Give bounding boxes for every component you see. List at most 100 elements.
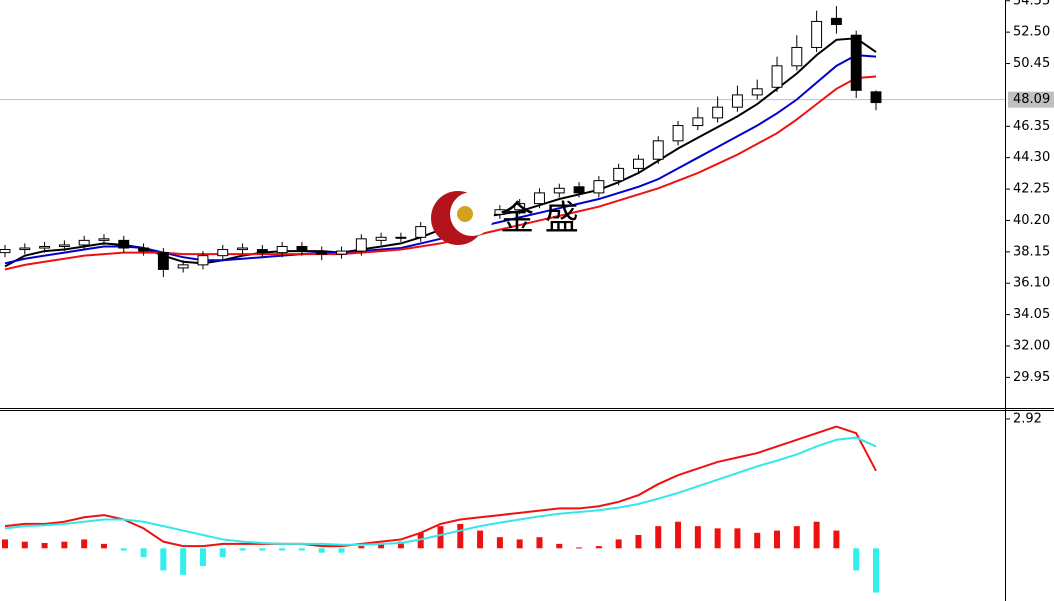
histogram-bar bbox=[21, 541, 28, 549]
histogram-bar bbox=[318, 548, 325, 553]
histogram-bar bbox=[219, 548, 226, 558]
y-tick-label: 29.95 bbox=[1013, 370, 1050, 385]
candle-body bbox=[534, 192, 545, 205]
indicator-line bbox=[4, 75, 877, 271]
candle-body bbox=[712, 106, 724, 119]
histogram-bar bbox=[41, 542, 48, 549]
y-tick-label: 36.10 bbox=[1013, 276, 1050, 291]
y-tick-label: 46.35 bbox=[1013, 119, 1050, 134]
candle-body bbox=[672, 125, 684, 142]
indicator-line bbox=[4, 54, 877, 265]
histogram-bar bbox=[615, 539, 622, 549]
candle-body bbox=[593, 180, 605, 194]
candle-body bbox=[237, 247, 248, 251]
histogram-bar bbox=[160, 548, 167, 571]
candle-body bbox=[494, 209, 506, 215]
watermark-logo bbox=[431, 191, 494, 245]
candle-body bbox=[157, 252, 169, 270]
histogram-bar bbox=[81, 539, 88, 549]
candle-body bbox=[316, 250, 328, 255]
histogram-bar bbox=[694, 526, 701, 549]
candle-body bbox=[652, 140, 664, 160]
histogram-bar bbox=[417, 532, 424, 549]
candle-body bbox=[58, 244, 70, 247]
histogram-bar bbox=[714, 528, 721, 549]
candle-body bbox=[197, 255, 209, 266]
histogram-bar bbox=[496, 537, 503, 549]
last-price-label: 48.09 bbox=[1013, 92, 1050, 107]
last-price-box bbox=[1008, 91, 1054, 108]
histogram-bar bbox=[199, 548, 206, 567]
histogram-bar bbox=[734, 528, 741, 549]
histogram-bar bbox=[873, 548, 879, 593]
candle-body bbox=[138, 247, 150, 252]
candle-body bbox=[355, 238, 367, 252]
y-tick-label: 42.25 bbox=[1013, 182, 1050, 197]
candle-body bbox=[98, 238, 110, 241]
candle-body bbox=[870, 91, 882, 104]
histogram-bar bbox=[180, 548, 187, 575]
candle-body bbox=[177, 264, 189, 269]
candle-body bbox=[217, 249, 229, 257]
histogram-bar bbox=[655, 526, 662, 549]
candle-body bbox=[375, 236, 387, 241]
candle-body bbox=[751, 88, 763, 96]
candle-body bbox=[771, 65, 783, 88]
y-tick-label: 50.45 bbox=[1013, 56, 1050, 71]
candle-body bbox=[0, 249, 11, 254]
histogram-bar bbox=[358, 546, 365, 549]
histogram-bar bbox=[635, 535, 642, 549]
y-tick-label: 32.00 bbox=[1013, 338, 1050, 353]
histogram-bar bbox=[754, 532, 761, 549]
histogram-bar bbox=[338, 548, 345, 553]
histogram-bar bbox=[813, 521, 820, 549]
candle-body bbox=[336, 250, 347, 255]
y-tick-label: 44.30 bbox=[1013, 150, 1050, 165]
candle-body bbox=[514, 203, 526, 211]
candle-body bbox=[731, 94, 743, 108]
histogram-bar bbox=[120, 548, 127, 551]
histogram-bar bbox=[378, 543, 385, 549]
indicator-line bbox=[4, 436, 877, 546]
histogram-bar bbox=[2, 539, 8, 549]
candle-body bbox=[118, 239, 130, 249]
histogram-bar bbox=[675, 521, 682, 549]
candle-body bbox=[573, 186, 585, 194]
candle-body bbox=[19, 247, 31, 251]
histogram-bar bbox=[259, 548, 266, 551]
y-tick-label: 34.05 bbox=[1013, 307, 1050, 322]
histogram-bar bbox=[140, 548, 147, 558]
histogram-bar bbox=[853, 548, 860, 571]
histogram-bar bbox=[595, 546, 602, 549]
candle-body bbox=[415, 226, 427, 238]
histogram-bar bbox=[100, 543, 107, 549]
candle-body bbox=[692, 117, 704, 127]
histogram-bar bbox=[61, 541, 68, 549]
y-tick-label: 2.92 bbox=[1013, 411, 1042, 426]
y-tick-label: 40.20 bbox=[1013, 213, 1050, 228]
candle-body bbox=[633, 158, 644, 169]
candle-body bbox=[830, 17, 842, 25]
logo-dot bbox=[457, 206, 473, 222]
candle-body bbox=[811, 20, 823, 48]
candle-body bbox=[39, 245, 51, 249]
indicator-line bbox=[4, 425, 877, 548]
histogram-bar bbox=[516, 539, 523, 549]
histogram-bar bbox=[536, 537, 543, 549]
candle-body bbox=[276, 245, 288, 254]
y-tick-label: 38.15 bbox=[1013, 244, 1050, 259]
candle-body bbox=[553, 187, 565, 194]
y-tick-label: 54.55 bbox=[1013, 0, 1050, 8]
histogram-bar bbox=[457, 523, 464, 549]
histogram-bar bbox=[556, 543, 563, 549]
candle-body bbox=[256, 249, 268, 254]
histogram-bar bbox=[774, 530, 781, 549]
watermark-text: 金 盛 bbox=[500, 199, 579, 239]
histogram-bar bbox=[298, 548, 305, 551]
histogram-bar bbox=[239, 548, 246, 551]
histogram-bar bbox=[576, 547, 583, 549]
candle-body bbox=[791, 46, 803, 67]
histogram-bar bbox=[793, 526, 800, 549]
y-tick-label: 52.50 bbox=[1013, 25, 1050, 40]
